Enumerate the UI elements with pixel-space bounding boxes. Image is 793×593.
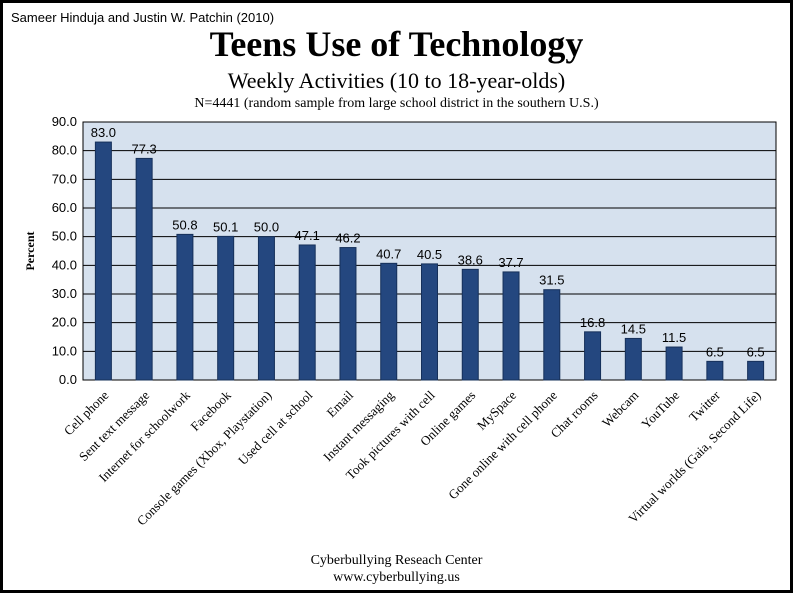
footer-org: Cyberbullying Reseach Center — [310, 553, 483, 568]
category-label: Email — [324, 387, 357, 420]
y-tick-label: 90.0 — [52, 114, 77, 129]
data-label: 50.0 — [254, 220, 279, 235]
data-label: 38.6 — [458, 252, 483, 267]
y-tick-label: 20.0 — [52, 315, 77, 330]
chart-title: Teens Use of Technology — [209, 24, 584, 64]
data-label: 37.7 — [498, 255, 523, 270]
data-label: 83.0 — [91, 125, 116, 140]
category-label: Used cell at school — [235, 387, 316, 468]
category-label: Webcam — [599, 388, 642, 431]
data-label: 40.7 — [376, 246, 401, 261]
bar — [257, 236, 275, 381]
bar — [665, 346, 683, 381]
chart-subtitle: Weekly Activities (10 to 18-year-olds) — [227, 68, 566, 93]
y-tick-label: 10.0 — [52, 343, 77, 358]
data-labels: 83.0 77.3 50.8 50.1 50.0 47.1 46.2 40.7 40.5 38.6… — [91, 125, 765, 359]
sample-note: N=4441 (random sample from large school … — [194, 96, 599, 111]
bar — [380, 262, 398, 381]
bar — [94, 141, 112, 381]
bar — [421, 263, 438, 381]
y-tick-labels: 0.0 10.0 20.0 30.0 40.0 50.0 60.0 70.0 80.0 90.0 — [52, 114, 77, 387]
category-label: Sent text message — [76, 387, 153, 464]
category-label: Twitter — [686, 387, 723, 424]
data-label: 6.5 — [747, 344, 765, 359]
data-label: 50.8 — [172, 217, 197, 232]
data-label: 50.1 — [213, 219, 238, 234]
y-axis-label: Percent — [23, 231, 37, 270]
data-label: 31.5 — [539, 273, 564, 288]
bar-chart: 0.010.020.030.040.050.060.070.080.090.0 … — [23, 114, 777, 528]
y-tick-label: 50.0 — [52, 229, 77, 244]
bar — [624, 337, 642, 381]
bar — [706, 360, 724, 381]
bar — [543, 289, 561, 381]
bar — [339, 247, 357, 381]
data-label: 14.5 — [621, 321, 646, 336]
y-tick-label: 80.0 — [52, 143, 77, 158]
bar — [176, 233, 194, 381]
data-label: 46.2 — [335, 231, 360, 246]
category-label: YouTube — [638, 387, 682, 431]
bars — [94, 141, 765, 381]
category-label: Instant messaging — [320, 387, 397, 464]
bar — [135, 157, 153, 381]
y-tick-label: 0.0 — [59, 372, 77, 387]
data-label: 16.8 — [580, 315, 605, 330]
footer-url: www.cyberbullying.us — [333, 570, 460, 585]
y-tick-label: 40.0 — [52, 257, 77, 272]
y-tick-label: 60.0 — [52, 200, 77, 215]
author-credit: Sameer Hinduja and Justin W. Patchin (20… — [11, 10, 275, 25]
bar — [298, 244, 316, 381]
y-tick-label: 30.0 — [52, 286, 77, 301]
bar — [502, 271, 520, 381]
data-label: 77.3 — [131, 141, 156, 156]
data-label: 40.5 — [417, 247, 442, 262]
bar — [747, 360, 765, 381]
y-tick-label: 70.0 — [52, 171, 77, 186]
bar — [217, 235, 235, 381]
data-label: 11.5 — [662, 330, 686, 345]
data-label: 47.1 — [295, 228, 320, 243]
data-label: 6.5 — [706, 344, 724, 359]
bar — [584, 331, 602, 381]
bar — [461, 268, 479, 381]
